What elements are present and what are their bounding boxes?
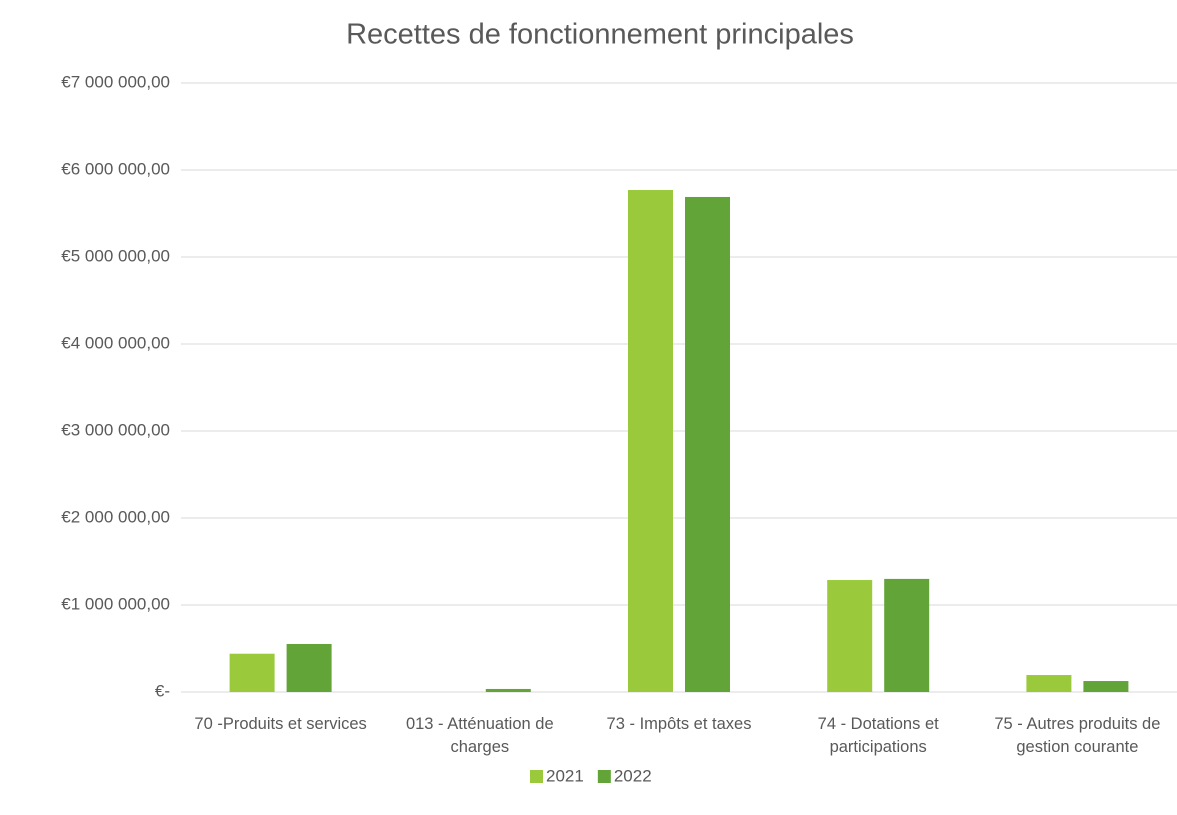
x-tick-label: 013 - Atténuation de charges bbox=[405, 715, 554, 756]
chart-title: Recettes de fonctionnement principales bbox=[346, 19, 854, 51]
bar bbox=[1083, 681, 1129, 692]
legend-label: 2021 bbox=[546, 766, 584, 785]
x-tick-label: 70 -Produits et services bbox=[194, 715, 367, 733]
y-tick-label: €6 000 000,00 bbox=[61, 159, 170, 178]
bar bbox=[286, 643, 332, 692]
y-tick-label: €4 000 000,00 bbox=[61, 333, 170, 352]
y-tick-label: €- bbox=[155, 681, 170, 700]
y-tick-label: €1 000 000,00 bbox=[61, 594, 170, 613]
y-tick-label: €2 000 000,00 bbox=[61, 507, 170, 526]
bar bbox=[1026, 675, 1072, 692]
y-tick-label: €3 000 000,00 bbox=[61, 420, 170, 439]
legend-label: 2022 bbox=[614, 766, 652, 785]
legend-swatch bbox=[597, 770, 611, 783]
y-tick-label: €7 000 000,00 bbox=[61, 72, 170, 91]
bar bbox=[485, 688, 531, 692]
bar bbox=[884, 578, 930, 692]
x-tick-label: 75 - Autres produits de gestion courante bbox=[994, 715, 1161, 756]
bar bbox=[827, 580, 873, 692]
bar bbox=[628, 190, 673, 692]
bar bbox=[229, 653, 275, 692]
legend-swatch bbox=[530, 770, 543, 783]
x-tick-label: 74 - Dotations et participations bbox=[817, 715, 939, 756]
bar bbox=[685, 196, 730, 692]
y-tick-label: €5 000 000,00 bbox=[61, 246, 170, 265]
x-tick-label: 73 - Impôts et taxes bbox=[606, 715, 752, 733]
